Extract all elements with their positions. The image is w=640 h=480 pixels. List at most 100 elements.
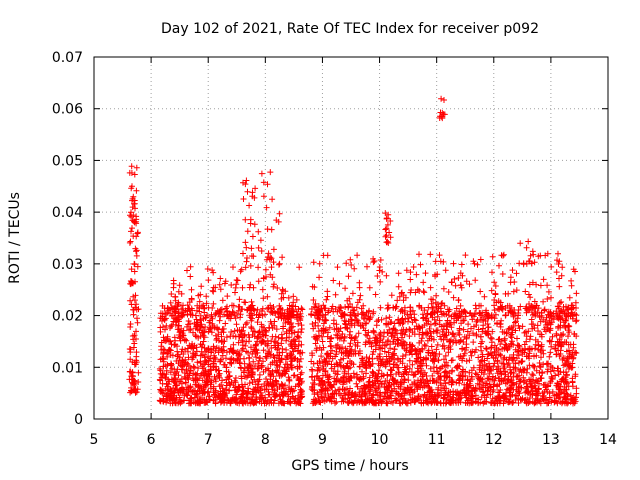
data-point — [544, 400, 551, 407]
data-point — [171, 342, 178, 348]
data-point — [235, 387, 242, 393]
data-point — [316, 274, 323, 281]
data-point — [172, 370, 179, 377]
data-point — [532, 395, 539, 402]
data-point — [513, 270, 520, 277]
data-point — [526, 281, 533, 288]
data-point — [499, 328, 506, 335]
data-point — [422, 379, 429, 386]
data-point — [565, 365, 572, 372]
data-point — [242, 373, 249, 380]
data-point — [280, 315, 287, 322]
data-point — [382, 378, 389, 384]
data-point — [310, 259, 317, 266]
data-point — [540, 276, 547, 283]
data-point — [191, 364, 198, 371]
data-point — [460, 317, 466, 324]
data-point — [332, 378, 339, 385]
x-tick-label: 10 — [371, 432, 389, 448]
data-point — [539, 369, 545, 376]
data-point — [201, 334, 208, 341]
data-point — [126, 239, 133, 246]
data-point — [243, 394, 250, 401]
data-point — [333, 351, 340, 358]
data-point — [237, 268, 244, 275]
data-point — [235, 339, 242, 346]
data-point — [437, 333, 444, 340]
data-point — [210, 300, 217, 307]
data-point — [543, 360, 550, 367]
data-point — [370, 255, 377, 262]
data-point — [168, 393, 175, 399]
data-point — [482, 380, 489, 387]
data-point — [507, 370, 514, 377]
data-point — [241, 365, 248, 372]
data-point — [376, 367, 382, 374]
data-point — [348, 334, 354, 341]
data-point — [448, 377, 455, 383]
chart-title: Day 102 of 2021, Rate Of TEC Index for r… — [161, 21, 539, 37]
data-point — [244, 390, 251, 397]
data-point — [567, 341, 574, 348]
data-point — [256, 311, 263, 318]
data-point — [363, 354, 370, 361]
data-point — [391, 346, 398, 353]
data-point — [164, 387, 171, 394]
data-point — [290, 299, 297, 306]
data-point — [517, 303, 524, 310]
data-point — [432, 393, 439, 400]
data-point — [405, 377, 412, 384]
data-point — [450, 394, 457, 401]
data-point — [492, 374, 499, 381]
data-point — [310, 325, 317, 332]
data-point — [261, 381, 268, 387]
data-point — [406, 326, 413, 333]
data-point — [252, 342, 259, 349]
data-point — [188, 286, 195, 293]
data-point — [482, 318, 489, 324]
data-point — [322, 316, 329, 323]
data-point — [311, 312, 318, 319]
data-point — [239, 347, 245, 354]
data-point — [502, 341, 509, 348]
data-point — [298, 305, 305, 312]
data-point — [512, 318, 519, 325]
data-point — [364, 332, 371, 339]
data-point — [313, 309, 320, 316]
data-point — [507, 274, 514, 281]
data-point — [394, 340, 401, 347]
data-point — [552, 346, 559, 352]
data-point — [318, 353, 325, 360]
data-point — [499, 271, 506, 277]
data-point — [322, 359, 329, 365]
data-point — [161, 371, 167, 378]
data-point — [257, 237, 264, 244]
data-point — [159, 390, 166, 397]
data-point — [212, 400, 219, 407]
data-point — [537, 282, 544, 289]
data-point — [544, 296, 551, 302]
data-point — [226, 372, 233, 379]
data-point — [289, 345, 296, 352]
data-point — [525, 328, 532, 335]
data-point — [279, 382, 285, 389]
data-point — [553, 332, 560, 339]
data-point — [220, 361, 227, 368]
data-point — [562, 393, 569, 400]
axis-ticks: 5 6 7 8 9 10 11 12 13 14 0 0.01 0.02 0.03 0.04 0.05 0.06… — [52, 50, 617, 448]
data-point — [252, 363, 258, 369]
data-point — [288, 320, 295, 326]
data-point — [228, 329, 235, 335]
data-point — [173, 368, 180, 375]
data-point — [233, 321, 240, 328]
data-point — [457, 302, 464, 309]
data-point — [477, 256, 484, 263]
data-point — [471, 311, 478, 318]
data-point — [474, 261, 481, 268]
x-tick-label: 14 — [599, 432, 617, 448]
data-point — [190, 387, 197, 394]
data-point — [283, 328, 290, 335]
data-point — [502, 380, 509, 387]
data-point — [488, 335, 495, 342]
data-point — [341, 368, 348, 375]
